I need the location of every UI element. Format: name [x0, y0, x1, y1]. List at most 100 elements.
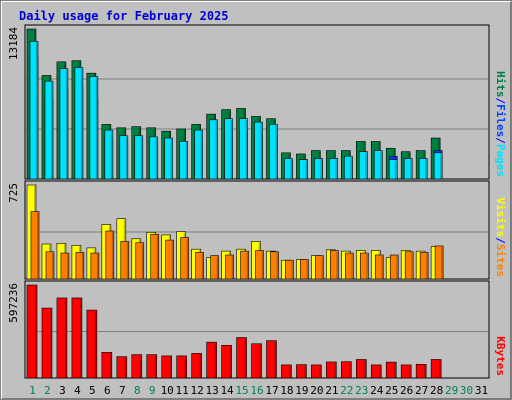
- bar-sites-17: [270, 251, 279, 280]
- bar-pages-7: [119, 135, 129, 180]
- right-legend: Visits/Sites: [494, 198, 507, 278]
- bar-pages-7-shade: [125, 136, 128, 179]
- bar-sites-21: [330, 250, 339, 280]
- bar-sites-6-shade: [111, 232, 114, 279]
- x-tick-label: 15: [235, 384, 248, 397]
- bar-kbytes-13-shade: [214, 343, 217, 378]
- x-tick-label: 4: [74, 384, 81, 397]
- bar-sites-19: [300, 259, 309, 280]
- bar-pages-17-shade: [275, 125, 277, 179]
- bar-sites-28-shade: [441, 246, 443, 279]
- x-tick-label: 25: [385, 384, 398, 397]
- bar-kbytes-18-shade: [289, 365, 291, 378]
- bar-pages-2-shade: [50, 82, 53, 179]
- bar-pages-22: [344, 155, 353, 180]
- bar-pages-2: [44, 80, 54, 180]
- legend-hits: Hits: [494, 71, 507, 98]
- right-legend: Hits/Files/Pages: [494, 71, 507, 177]
- bar-kbytes-15: [236, 337, 247, 379]
- bar-pages-1-shade: [36, 42, 38, 179]
- bar-sites-4-shade: [81, 253, 84, 279]
- bar-pages-17: [269, 124, 278, 180]
- bar-kbytes-20: [311, 364, 322, 379]
- y-max-label: 725: [7, 183, 20, 203]
- bar-pages-13: [209, 119, 218, 180]
- bar-pages-18: [284, 158, 293, 180]
- bar-kbytes-15-shade: [244, 338, 247, 378]
- bar-kbytes-12-shade: [199, 354, 202, 378]
- bar-pages-11-shade: [185, 142, 188, 179]
- legend-kbytes: KBytes: [494, 336, 507, 376]
- x-tick-label: 16: [250, 384, 263, 397]
- bar-pages-26-shade: [410, 159, 412, 179]
- x-tick-label: 23: [355, 384, 368, 397]
- legend-visits: Visits: [494, 198, 507, 238]
- bar-kbytes-8: [131, 354, 143, 379]
- bar-sites-21-shade: [336, 251, 338, 279]
- bar-kbytes-11: [176, 355, 187, 379]
- x-tick-label: 9: [149, 384, 156, 397]
- bar-sites-25-shade: [396, 256, 398, 279]
- bar-sites-23-shade: [366, 254, 368, 279]
- bar-sites-2: [45, 251, 55, 280]
- bar-sites-20-shade: [321, 256, 323, 279]
- x-tick-label: 26: [400, 384, 413, 397]
- bar-kbytes-25-shade: [394, 363, 396, 378]
- bar-pages-24-shade: [380, 151, 382, 179]
- bar-pages-9: [149, 136, 159, 180]
- bar-kbytes-4-shade: [79, 298, 82, 378]
- bar-kbytes-16-shade: [259, 344, 262, 378]
- bar-pages-12-shade: [200, 131, 203, 179]
- bar-pages-28-shade: [440, 153, 442, 179]
- bar-pages-5-shade: [95, 77, 98, 179]
- bar-pages-1: [29, 41, 39, 180]
- x-tick-label: 29: [445, 384, 458, 397]
- x-tick-label: 20: [310, 384, 323, 397]
- bar-sites-10: [165, 239, 175, 280]
- bar-sites-24-shade: [381, 256, 383, 279]
- bar-kbytes-7-shade: [124, 357, 127, 378]
- bar-sites-22: [345, 252, 354, 280]
- bar-pages-25-shade: [395, 160, 397, 179]
- bar-sites-11: [180, 237, 189, 280]
- bar-sites-1: [30, 211, 40, 280]
- x-tick-label: 1: [29, 384, 36, 397]
- bar-kbytes-22: [341, 361, 352, 379]
- bar-pages-23-shade: [365, 152, 367, 179]
- bar-sites-23: [359, 252, 369, 280]
- bar-kbytes-28: [430, 359, 442, 379]
- bar-pages-25: [388, 159, 398, 180]
- bar-sites-7-shade: [126, 242, 129, 279]
- legend-pages: Pages: [494, 144, 507, 177]
- bar-sites-27: [419, 252, 429, 280]
- bar-kbytes-23-shade: [364, 360, 366, 378]
- x-tick-label: 13: [205, 384, 218, 397]
- x-tick-label: 5: [89, 384, 96, 397]
- legend-files: Files: [494, 104, 507, 137]
- bar-kbytes-5-shade: [94, 311, 97, 378]
- bar-sites-7: [120, 241, 130, 280]
- bar-pages-15: [239, 118, 248, 180]
- bar-sites-12-shade: [201, 253, 204, 279]
- legend-separator: /: [494, 237, 507, 244]
- bar-sites-24: [374, 254, 384, 280]
- x-tick-label: 10: [161, 384, 174, 397]
- bar-pages-20-shade: [320, 159, 322, 179]
- bar-kbytes-19: [296, 364, 307, 379]
- x-tick-label: 6: [104, 384, 111, 397]
- bar-sites-14-shade: [231, 256, 234, 279]
- bar-pages-12: [194, 129, 203, 180]
- bar-kbytes-3: [56, 297, 68, 379]
- bar-pages-19-shade: [305, 160, 307, 179]
- bar-kbytes-26-shade: [409, 365, 411, 378]
- bar-kbytes-3-shade: [64, 298, 67, 378]
- bar-sites-12: [195, 252, 204, 280]
- bar-sites-17-shade: [276, 252, 278, 279]
- bar-sites-5-shade: [96, 254, 99, 279]
- y-max-label: 597236: [7, 283, 20, 323]
- x-tick-label: 14: [220, 384, 234, 397]
- bar-kbytes-1-shade: [35, 286, 37, 378]
- bar-pages-21: [329, 158, 338, 180]
- bar-sites-22-shade: [351, 254, 353, 279]
